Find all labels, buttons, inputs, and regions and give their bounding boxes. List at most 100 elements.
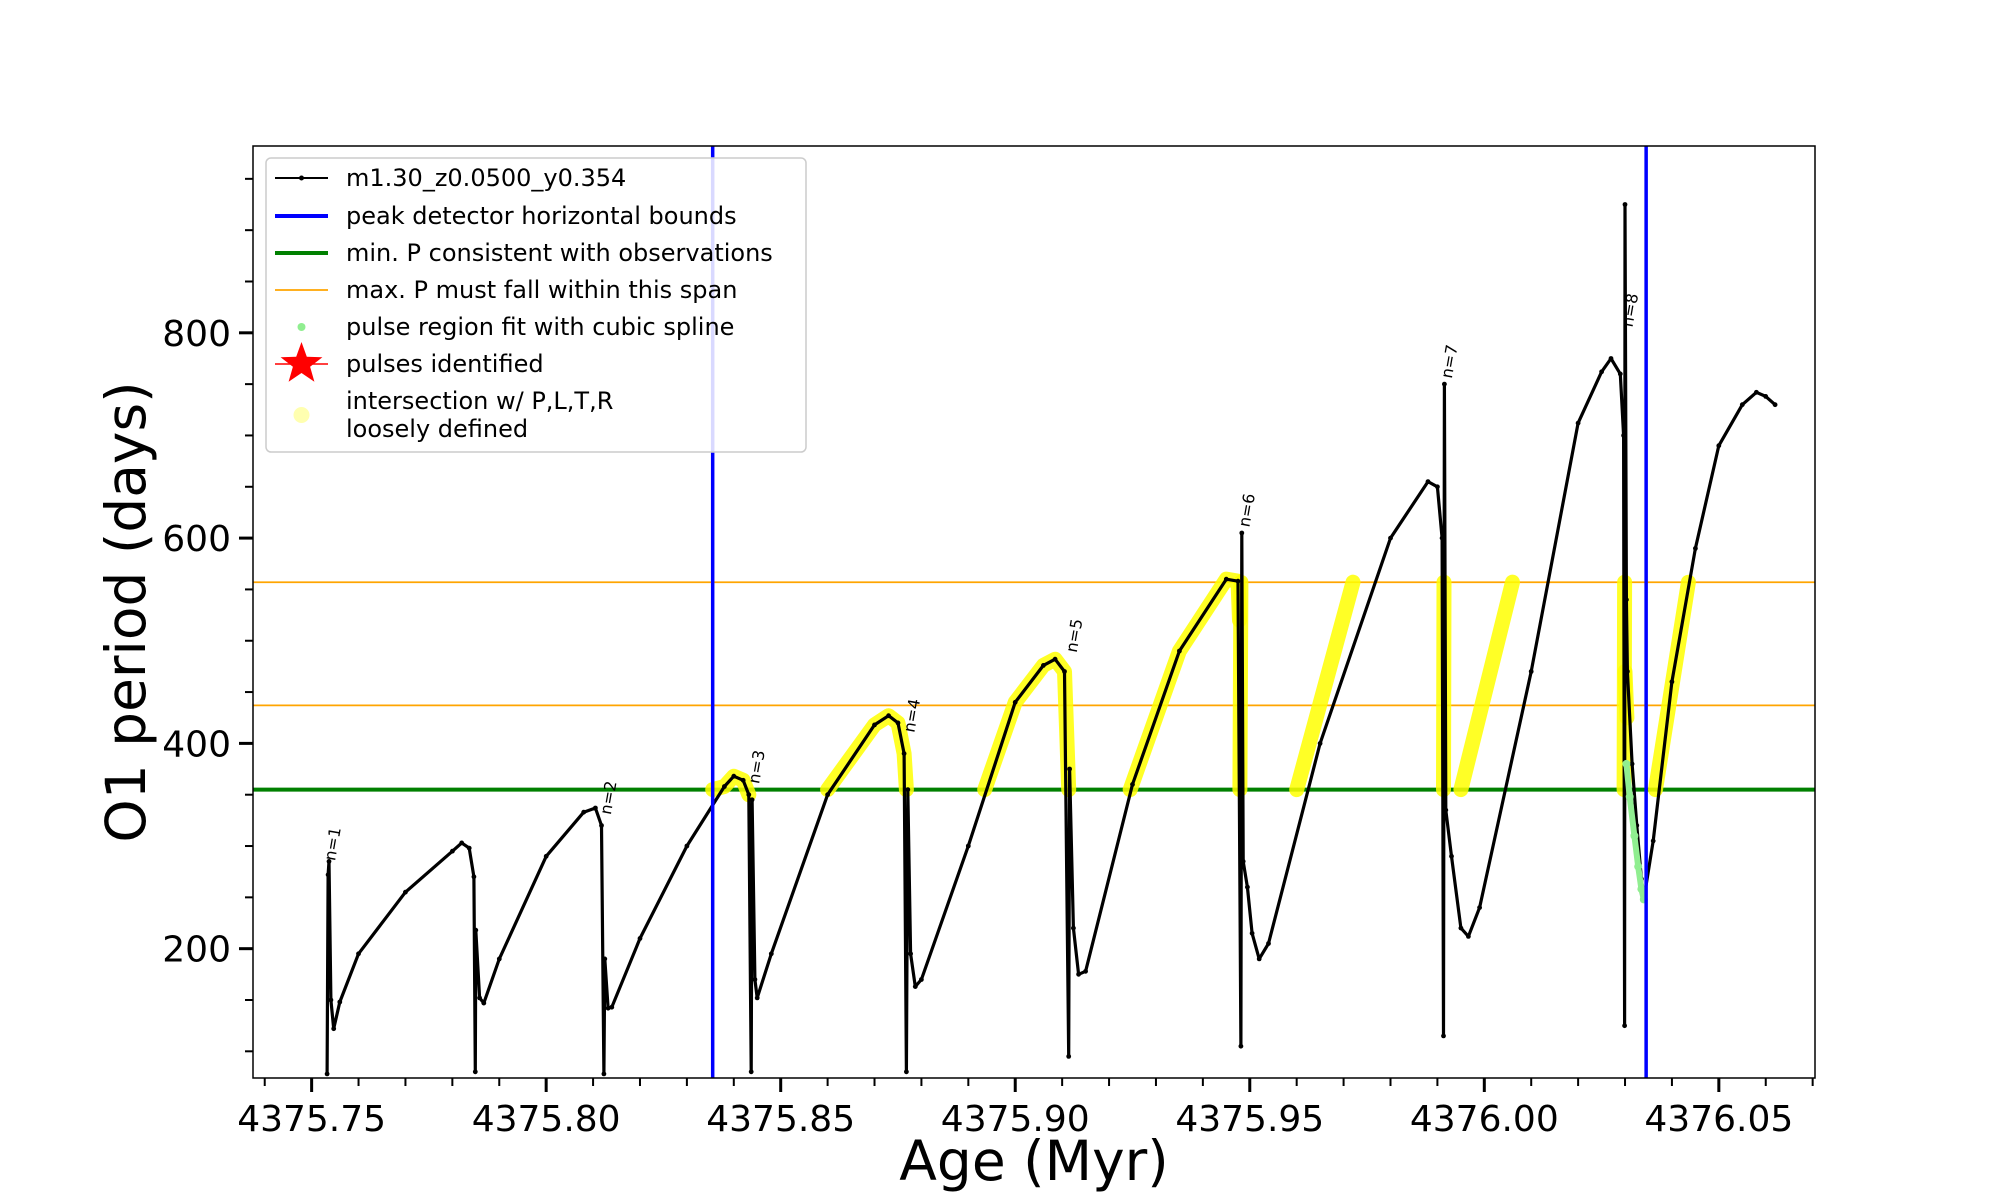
legend-label: intersection w/ P,L,T,R xyxy=(346,387,613,415)
data-point xyxy=(1041,663,1046,668)
data-point xyxy=(466,845,472,851)
data-point xyxy=(1439,535,1445,541)
data-point xyxy=(1617,371,1623,377)
legend-box xyxy=(265,157,807,453)
data-point xyxy=(1238,1043,1244,1049)
data-point xyxy=(1076,971,1081,977)
legend-label: max. P must fall within this span xyxy=(346,276,737,304)
legend-label: min. P consistent with observations xyxy=(346,239,773,267)
data-point xyxy=(905,787,911,792)
data-point xyxy=(609,1004,615,1010)
data-point xyxy=(326,859,332,864)
data-point xyxy=(1466,934,1471,939)
data-point xyxy=(752,977,758,982)
data-point xyxy=(904,1069,909,1075)
data-point xyxy=(1425,479,1431,484)
data-point xyxy=(684,843,690,849)
data-point xyxy=(599,823,604,828)
x-tick-label: 4375.95 xyxy=(1175,1099,1324,1140)
spline-point xyxy=(1637,885,1646,894)
data-point xyxy=(1622,1023,1627,1029)
legend-label: pulses identified xyxy=(346,350,544,378)
data-point xyxy=(1067,766,1072,772)
data-point xyxy=(1477,905,1482,910)
spline-point xyxy=(1622,759,1631,768)
spline-point xyxy=(1630,831,1639,840)
data-point xyxy=(459,840,465,846)
data-point xyxy=(1012,699,1018,705)
legend-handle-dot xyxy=(297,323,306,331)
star-icon xyxy=(280,342,323,382)
data-point xyxy=(1599,369,1604,375)
tick-layer xyxy=(239,177,1814,1092)
data-point xyxy=(356,951,361,957)
data-point xyxy=(1066,1054,1072,1059)
y-tick-label: 400 xyxy=(162,724,231,765)
y-tick-label: 200 xyxy=(162,930,231,971)
data-point xyxy=(740,777,746,783)
data-point xyxy=(1441,1033,1446,1039)
data-point xyxy=(1629,761,1635,767)
data-point xyxy=(1625,669,1630,674)
data-point xyxy=(1071,925,1076,931)
legend-label: pulse region fit with cubic spline xyxy=(346,313,734,341)
data-point xyxy=(1177,648,1182,654)
data-point xyxy=(1235,578,1241,584)
data-point xyxy=(886,713,891,719)
data-point xyxy=(1245,884,1250,890)
data-point xyxy=(1435,484,1440,490)
spline-point xyxy=(1634,862,1643,871)
data-point xyxy=(1739,402,1745,408)
data-point xyxy=(1083,968,1088,974)
y-tick-label: 600 xyxy=(162,519,231,560)
plot-frame xyxy=(252,145,1816,1079)
data-point xyxy=(1754,389,1759,395)
data-point xyxy=(1608,356,1614,361)
x-tick-label: 4375.85 xyxy=(706,1099,855,1140)
data-point xyxy=(605,1005,611,1011)
data-point xyxy=(331,1026,337,1032)
data-point xyxy=(324,1071,330,1077)
x-axis-label: Age (Myr) xyxy=(899,1129,1168,1193)
data-point xyxy=(1624,597,1629,603)
data-point xyxy=(1528,669,1534,674)
data-point xyxy=(602,956,608,962)
data-point xyxy=(901,751,907,756)
data-point xyxy=(637,936,643,941)
data-point xyxy=(1266,941,1271,946)
data-point xyxy=(1693,546,1698,551)
data-point xyxy=(754,995,760,1001)
data-point xyxy=(1062,669,1067,674)
data-point xyxy=(1052,656,1058,662)
data-point xyxy=(1223,576,1229,582)
x-tick-label: 4376.00 xyxy=(1410,1099,1559,1140)
data-point xyxy=(965,843,971,849)
data-point xyxy=(1575,420,1581,426)
legend-label: m1.30_z0.0500_y0.354 xyxy=(346,164,626,192)
data-point xyxy=(1763,394,1769,399)
data-point xyxy=(731,773,737,779)
data-point xyxy=(543,853,549,859)
data-point xyxy=(912,984,918,989)
data-point xyxy=(601,1071,607,1077)
data-point xyxy=(471,874,477,880)
data-point xyxy=(1772,402,1778,408)
data-point xyxy=(473,927,479,933)
data-point xyxy=(1716,443,1722,449)
data-point xyxy=(1388,535,1393,541)
data-point xyxy=(1442,381,1447,387)
data-point xyxy=(722,784,727,789)
data-point xyxy=(593,805,598,811)
legend-handle-marker xyxy=(299,175,304,181)
data-point xyxy=(908,951,913,957)
data-point xyxy=(1130,782,1135,787)
data-point xyxy=(481,1000,487,1006)
x-tick-label: 4376.05 xyxy=(1644,1099,1793,1140)
data-point xyxy=(1256,956,1262,962)
x-tick-label: 4375.90 xyxy=(941,1099,1090,1140)
legend-handle-dot xyxy=(293,407,310,423)
data-point xyxy=(1622,202,1628,207)
data-point xyxy=(472,1069,478,1075)
